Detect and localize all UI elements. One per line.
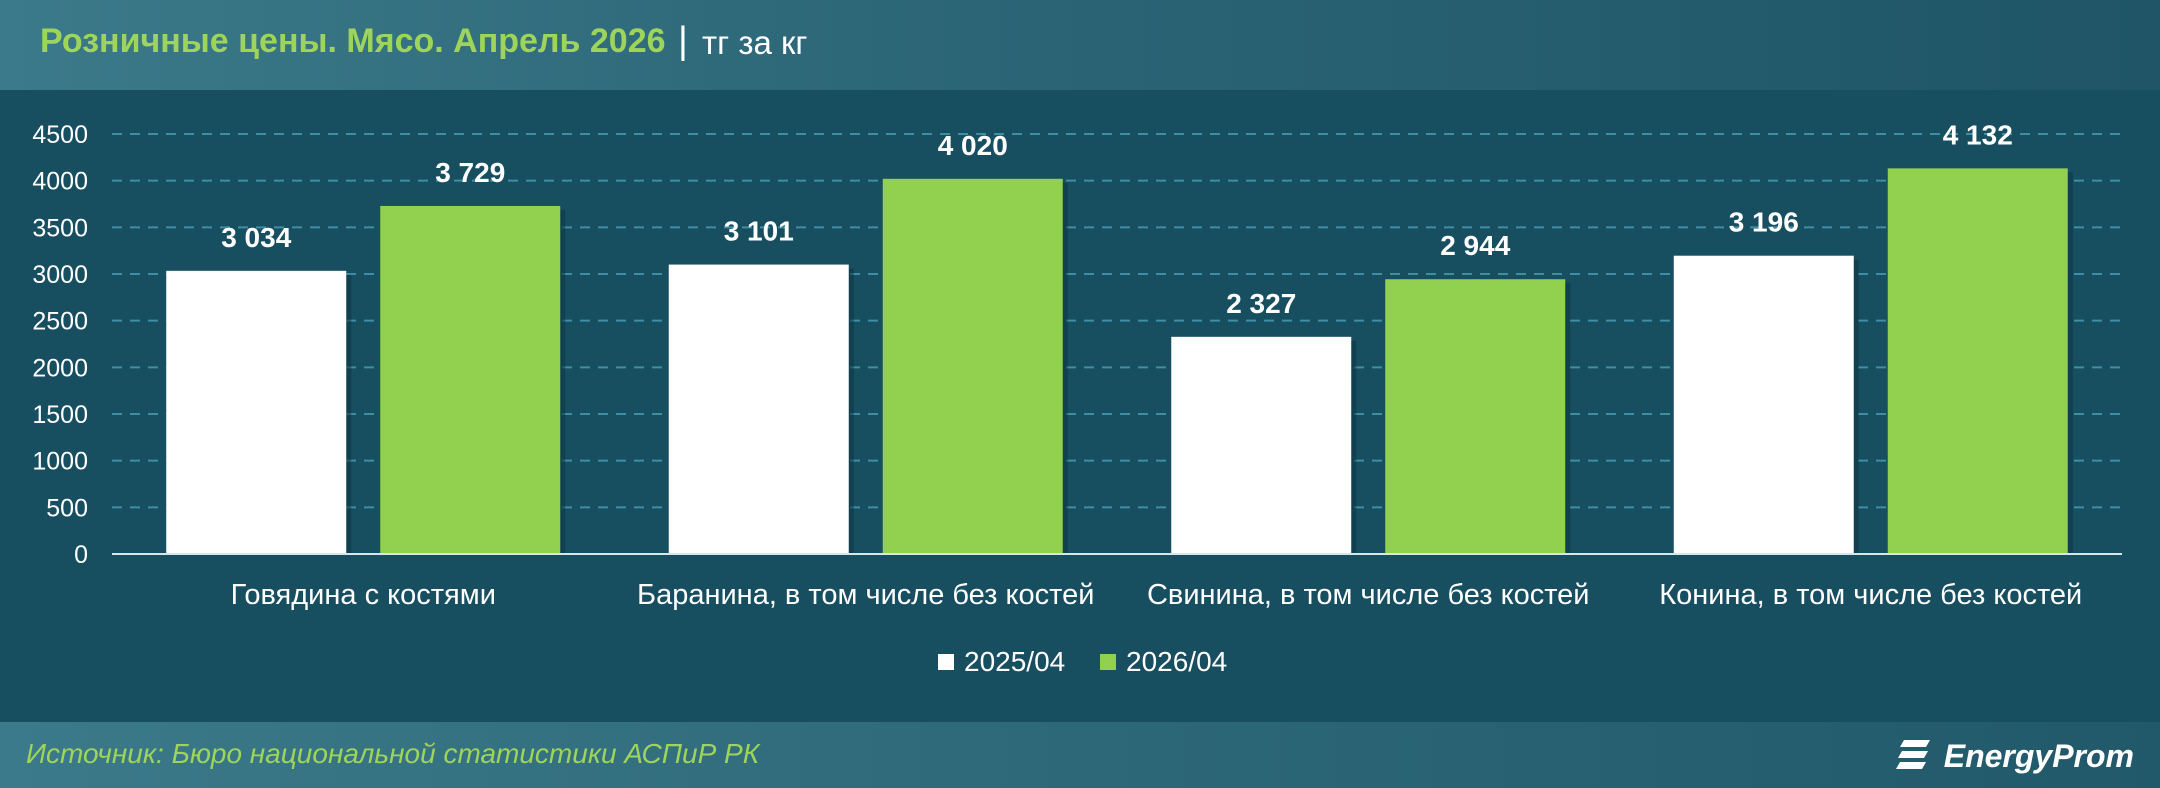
- data-label: 2 944: [1440, 230, 1510, 261]
- legend-label: 2025/04: [964, 646, 1065, 677]
- logo-text: EnergyProm: [1943, 737, 2134, 774]
- y-tick-label: 2000: [32, 354, 88, 382]
- data-label: 2 327: [1226, 288, 1296, 319]
- chart-area: 0 500 1000 1500 2000 2500 3000 3500 4000 4500 3 03…: [0, 90, 2160, 722]
- bar-chart: 0 500 1000 1500 2000 2500 3000 3500 4000 4500 3 03…: [32, 119, 2122, 677]
- y-tick-label: 4000: [32, 168, 88, 196]
- data-label: 4 020: [938, 130, 1008, 161]
- legend-swatch: [938, 654, 954, 670]
- y-tick-label: 2500: [32, 308, 88, 336]
- y-tick-label: 0: [74, 541, 88, 569]
- chart-title: Розничные цены. Мясо. Апрель 2026: [40, 22, 666, 60]
- y-tick-label: 500: [46, 494, 88, 522]
- y-tick-label: 1000: [32, 448, 88, 476]
- y-tick-label: 4500: [32, 121, 88, 149]
- legend-swatch: [1100, 654, 1116, 670]
- x-category-label: Конина, в том числе без костей: [1659, 579, 2082, 611]
- y-tick-label: 3500: [32, 214, 88, 242]
- header-bar: Розничные цены. Мясо. Апрель 2026 | тг з…: [0, 0, 2160, 90]
- legend-label: 2026/04: [1126, 646, 1227, 677]
- bar-2026-04: [380, 205, 561, 554]
- title-separator: |: [678, 20, 688, 62]
- data-label: 4 132: [1943, 119, 2013, 150]
- bar-2026-04: [1385, 279, 1566, 554]
- data-label: 3 729: [435, 157, 505, 188]
- bar-2025-04: [1171, 336, 1352, 554]
- y-tick-label: 1500: [32, 401, 88, 429]
- x-category-label: Свинина, в том числе без костей: [1147, 579, 1590, 611]
- bar-2025-04: [166, 270, 347, 554]
- footer-bar: Источник: Бюро национальной статистики А…: [0, 722, 2160, 788]
- chart-unit: тг за кг: [702, 24, 808, 61]
- y-tick-label: 3000: [32, 261, 88, 289]
- data-label: 3 034: [221, 222, 291, 253]
- data-label: 3 101: [724, 216, 794, 247]
- x-category-label: Баранина, в том числе без костей: [637, 579, 1094, 611]
- bar-2025-04: [1673, 255, 1854, 554]
- bar-2025-04: [668, 264, 849, 554]
- brand-logo: EnergyProm: [1895, 734, 2134, 778]
- bar-2026-04: [1887, 168, 2068, 554]
- data-label: 3 196: [1729, 207, 1799, 238]
- source-note: Источник: Бюро национальной статистики А…: [26, 738, 760, 769]
- bar-2026-04: [882, 178, 1063, 555]
- x-category-label: Говядина с костями: [231, 579, 496, 611]
- energyprom-logo-icon: [1895, 740, 1930, 769]
